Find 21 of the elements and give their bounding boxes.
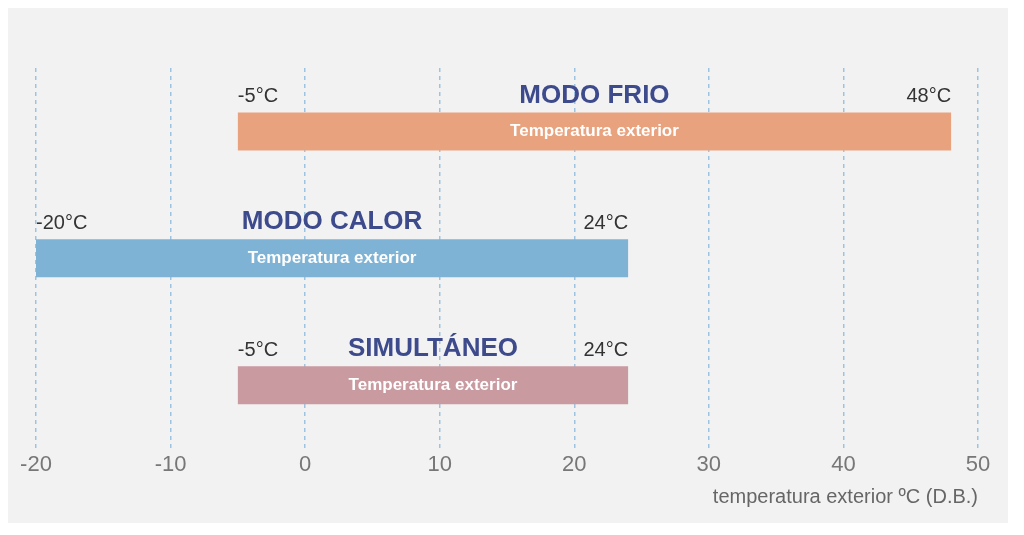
annotation: 24°C [583,337,629,360]
x-tick-label: 20 [562,450,587,476]
x-tick-label: 50 [965,450,991,476]
annotation: 24°C [583,210,629,233]
annotation: 48°C [906,83,952,106]
annotation: Temperatura exterior [247,247,417,267]
x-tick-label: 30 [696,450,722,476]
annotation: Temperatura exterior [348,374,518,394]
x-axis-title: temperatura exterior ºC (D.B.) [712,484,978,507]
x-tick-label: -20 [20,450,52,476]
x-tick-label: 10 [427,450,452,476]
x-tick-label: -10 [154,450,187,476]
y-tick-label: SIMULTÁNEO [348,332,518,363]
y-tick-label: MODO CALOR [241,205,423,236]
annotation: -5°C [237,83,279,106]
x-tick-label: 40 [831,450,856,476]
y-tick-label: MODO FRIO [519,78,670,109]
x-tick-label: 0 [299,450,312,476]
annotation: -5°C [237,337,279,360]
annotation: -20°C [36,210,88,233]
annotation: Temperatura exterior [510,121,680,141]
